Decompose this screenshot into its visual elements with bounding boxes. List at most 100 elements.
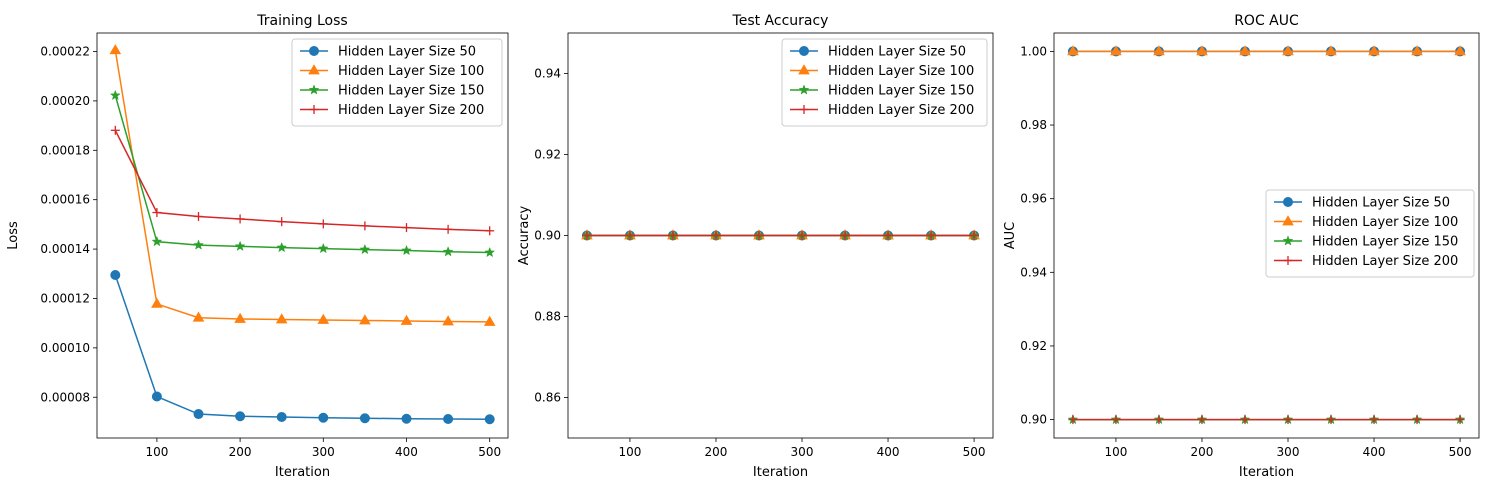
data-point	[276, 241, 288, 253]
legend-marker	[798, 64, 810, 75]
legend-label: Hidden Layer Size 100	[338, 64, 484, 79]
data-point	[276, 412, 287, 423]
legend-entry-1: Hidden Layer Size 50	[790, 45, 966, 60]
y-tick-label: 1.00	[1020, 44, 1047, 58]
data-point	[1197, 415, 1207, 425]
y-tick-label: 0.94	[1020, 265, 1047, 279]
legend: Hidden Layer Size 50 Hidden Layer Size 10…	[291, 38, 503, 127]
x-tick-label: 100	[618, 445, 641, 459]
x-axis-label: Iteration	[753, 465, 808, 480]
legend-marker	[1283, 197, 1293, 207]
data-point	[668, 231, 678, 240]
x-axis-label: Iteration	[1239, 465, 1294, 480]
data-point	[1411, 45, 1423, 56]
series-2	[1067, 45, 1466, 56]
data-point	[110, 270, 121, 281]
data-point	[840, 231, 850, 240]
data-point	[234, 240, 246, 251]
legend-label: Hidden Layer Size 50	[1312, 196, 1450, 211]
x-tick-label: 200	[1191, 445, 1214, 459]
data-point	[797, 231, 807, 240]
x-tick-label: 400	[395, 445, 418, 459]
x-tick-label: 400	[877, 445, 900, 459]
data-point	[151, 297, 163, 308]
legend-label: Hidden Layer Size 150	[338, 84, 484, 99]
legend-label: Hidden Layer Size 50	[338, 45, 476, 60]
data-point	[1154, 415, 1164, 425]
y-tick-label: 0.98	[1020, 118, 1047, 132]
legend-label: Hidden Layer Size 150	[1312, 235, 1458, 250]
data-point	[318, 412, 329, 423]
data-point	[1111, 415, 1121, 425]
data-point	[1412, 415, 1422, 425]
legend-label: Hidden Layer Size 200	[338, 103, 484, 118]
y-tick-label: 0.00016	[40, 193, 90, 207]
data-point	[754, 231, 764, 240]
data-point	[277, 217, 287, 227]
y-tick-label: 0.00010	[40, 341, 90, 355]
data-point	[318, 219, 328, 229]
data-point	[1369, 415, 1379, 425]
series-line	[114, 50, 490, 323]
data-point	[401, 413, 412, 424]
x-tick-label: 200	[229, 445, 252, 459]
data-point	[442, 246, 454, 257]
data-point	[109, 44, 122, 55]
data-point	[485, 226, 495, 236]
x-tick-label: 400	[1363, 445, 1386, 459]
chart-title: Training Loss	[256, 13, 347, 29]
data-point	[484, 414, 495, 425]
series-3	[109, 89, 496, 258]
data-point	[275, 313, 288, 324]
legend-entry-3: Hidden Layer Size 150	[1274, 235, 1458, 250]
series-2	[109, 44, 496, 326]
data-point	[1239, 45, 1251, 56]
y-axis-label: AUC	[1003, 222, 1018, 250]
data-point	[317, 313, 330, 324]
legend-marker	[309, 46, 319, 56]
data-point	[400, 314, 413, 325]
data-point	[152, 208, 162, 218]
series-line	[114, 274, 490, 420]
y-tick-label: 0.88	[534, 310, 561, 324]
data-point	[1326, 415, 1336, 425]
data-point	[1368, 45, 1380, 56]
axes-frame	[96, 32, 509, 439]
legend-entry-4: Hidden Layer Size 200	[1274, 254, 1458, 269]
legend-entry-4: Hidden Layer Size 200	[300, 103, 484, 118]
legend-entry-2: Hidden Layer Size 100	[1274, 215, 1458, 230]
y-tick-label: 0.00012	[40, 291, 90, 305]
data-point	[1240, 415, 1250, 425]
data-point	[235, 214, 245, 224]
data-point	[625, 231, 635, 240]
legend-label: Hidden Layer Size 100	[828, 64, 974, 79]
data-point	[359, 243, 371, 255]
legend-marker	[309, 105, 319, 114]
data-point	[926, 231, 936, 240]
data-point	[359, 413, 370, 424]
data-point	[442, 315, 454, 326]
y-tick-label: 0.00008	[40, 390, 90, 404]
data-point	[1455, 415, 1465, 425]
y-axis-label: Accuracy	[517, 206, 532, 266]
x-tick-label: 100	[1104, 445, 1127, 459]
data-point	[151, 235, 163, 247]
axes-frame	[1053, 32, 1480, 439]
x-tick-label: 500	[478, 445, 501, 459]
y-tick-label: 0.92	[534, 148, 561, 162]
data-point	[194, 211, 204, 221]
legend-entry-1: Hidden Layer Size 50	[1274, 196, 1450, 211]
legend-label: Hidden Layer Size 100	[1312, 215, 1458, 230]
y-tick-label: 0.90	[1020, 413, 1047, 427]
legend-entry-2: Hidden Layer Size 100	[790, 64, 974, 79]
legend: Hidden Layer Size 50 Hidden Layer Size 10…	[781, 38, 988, 127]
legend-entry-2: Hidden Layer Size 100	[300, 64, 484, 79]
legend-label: Hidden Layer Size 50	[828, 45, 966, 60]
data-point	[483, 315, 496, 326]
legend: Hidden Layer Size 50 Hidden Layer Size 10…	[1265, 189, 1475, 278]
data-point	[582, 231, 592, 240]
series-2	[581, 229, 980, 240]
data-point	[234, 312, 246, 323]
y-tick-label: 0.00022	[40, 45, 90, 59]
